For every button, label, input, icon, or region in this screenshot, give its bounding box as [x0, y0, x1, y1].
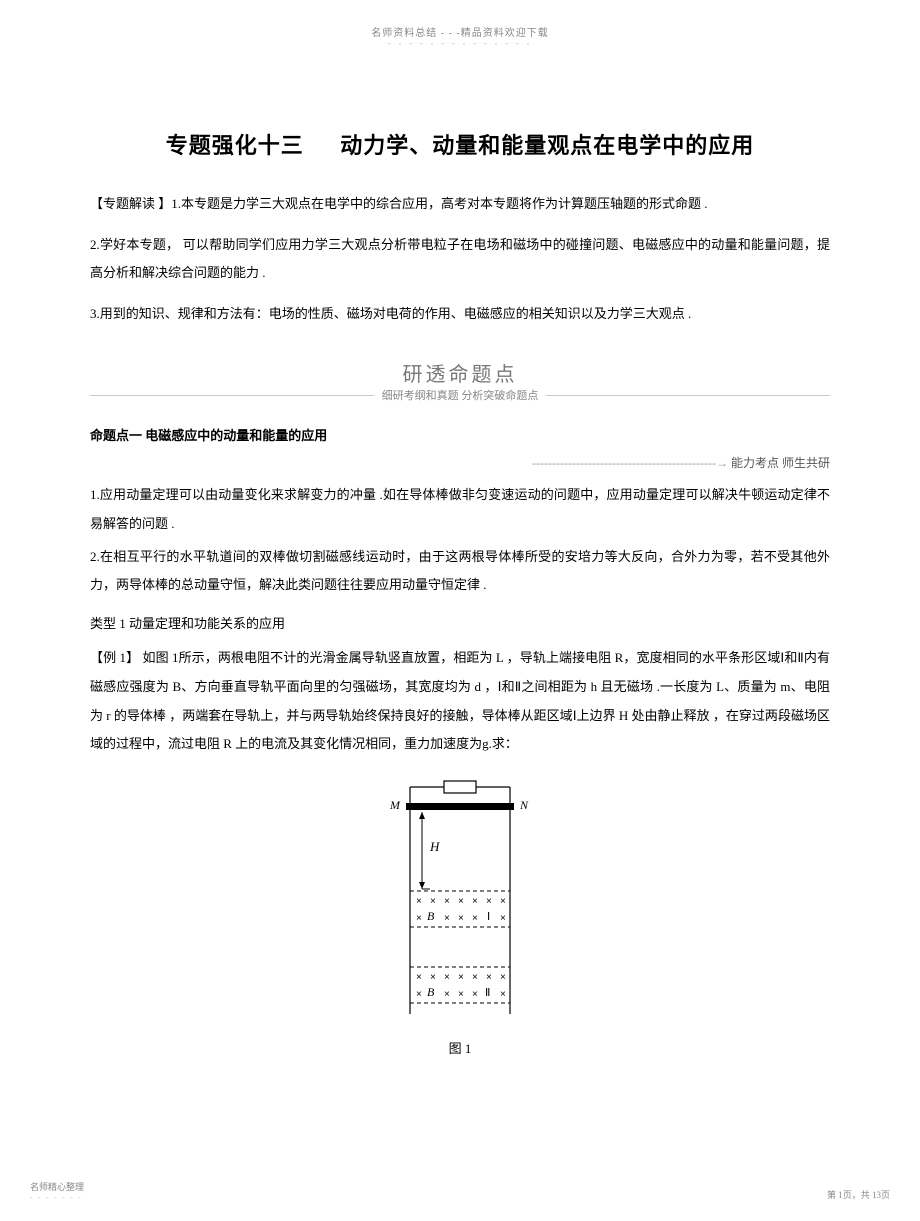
svg-text:×: ×	[416, 989, 422, 1000]
example-text: 【例 1】 如图 1所示，两根电阻不计的光滑金属导轨竖直放置，相距为 L ，导轨…	[76, 644, 830, 758]
arrow-dashes: ----------------------------------------…	[532, 456, 731, 470]
diagram-caption: 图 1	[90, 1038, 830, 1057]
svg-text:×: ×	[472, 972, 478, 983]
svg-text:×: ×	[458, 989, 464, 1000]
topic-title: 命题点一 电磁感应中的动量和能量的应用	[90, 425, 830, 444]
body-p2: 2.在相互平行的水平轨道间的双棒做切割磁感线运动时，由于这两根导体棒所受的安培力…	[90, 543, 830, 600]
svg-text:×: ×	[486, 972, 492, 983]
svg-text:×: ×	[444, 913, 450, 924]
label-B1: B	[427, 909, 435, 923]
circuit-diagram-svg: R M N H	[380, 779, 540, 1019]
svg-text:×: ×	[430, 896, 436, 907]
divider-title: 研透命题点	[90, 358, 830, 387]
svg-text:×: ×	[500, 989, 506, 1000]
title-left: 专题强化十三	[166, 133, 304, 158]
svg-text:×: ×	[500, 913, 506, 924]
svg-text:×: ×	[416, 913, 422, 924]
label-R: R	[455, 779, 464, 781]
label-N: N	[519, 798, 529, 812]
label-M: M	[389, 798, 401, 812]
label-region-1: Ⅰ	[487, 911, 490, 923]
intro-p1: 【专题解读 】1.本专题是力学三大观点在电学中的综合应用，高考对本专题将作为计算…	[90, 190, 830, 219]
footer-mid: 页，共	[843, 1190, 872, 1200]
footer-left: 名师精心整理 - - - - - - -	[30, 1180, 84, 1201]
svg-text:×: ×	[458, 972, 464, 983]
diagram-container: R M N H	[90, 779, 830, 1057]
diagram: R M N H	[380, 779, 540, 1024]
svg-text:×: ×	[416, 896, 422, 907]
svg-text:×: ×	[472, 989, 478, 1000]
section-divider: 研透命题点 细研考纲和真题 分析突破命题点	[90, 358, 830, 403]
divider-subtitle: 细研考纲和真题 分析突破命题点	[374, 387, 547, 403]
svg-text:×: ×	[458, 913, 464, 924]
svg-text:×: ×	[444, 972, 450, 983]
page-header: 名师资料总结 - - -精品资料欢迎下载	[0, 0, 920, 39]
label-H: H	[429, 839, 440, 854]
svg-text:×: ×	[500, 896, 506, 907]
intro-p3: 3.用到的知识、规律和方法有：电场的性质、磁场对电荷的作用、电磁感应的相关知识以…	[90, 300, 830, 329]
svg-text:×: ×	[472, 913, 478, 924]
arrow-label: 能力考点 师生共研	[731, 456, 830, 470]
footer-suffix: 页	[881, 1190, 890, 1200]
footer-prefix: 第	[827, 1190, 838, 1200]
content-area: 专题强化十三 动力学、动量和能量观点在电学中的应用 【专题解读 】1.本专题是力…	[0, 48, 920, 1057]
footer-right: 第 1页，共 13页	[827, 1188, 890, 1201]
svg-text:×: ×	[416, 972, 422, 983]
header-dots: - - - - - - - - - - - - - -	[0, 39, 920, 48]
main-title: 专题强化十三 动力学、动量和能量观点在电学中的应用	[90, 128, 830, 160]
resistor-icon	[444, 781, 476, 793]
footer-left-text: 名师精心整理	[30, 1180, 84, 1193]
svg-text:×: ×	[486, 896, 492, 907]
conducting-bar-icon	[406, 803, 514, 810]
footer-left-dots: - - - - - - -	[30, 1193, 84, 1201]
type-title: 类型 1 动量定理和功能关系的应用	[90, 610, 830, 639]
label-B2: B	[427, 985, 435, 999]
header-text: 名师资料总结 - - -精品资料欢迎下载	[371, 28, 549, 39]
intro-p2: 2.学好本专题， 可以帮助同学们应用力学三大观点分析带电粒子在电场和磁场中的碰撞…	[90, 231, 830, 288]
label-region-2: Ⅱ	[485, 987, 490, 999]
arrow-line: ----------------------------------------…	[90, 454, 830, 471]
svg-text:×: ×	[444, 896, 450, 907]
body-p1: 1.应用动量定理可以由动量变化来求解变力的冲量 .如在导体棒做非匀变速运动的问题…	[90, 481, 830, 538]
svg-text:×: ×	[444, 989, 450, 1000]
title-right: 动力学、动量和能量观点在电学中的应用	[340, 133, 754, 158]
svg-text:×: ×	[458, 896, 464, 907]
svg-text:×: ×	[430, 972, 436, 983]
svg-text:×: ×	[500, 972, 506, 983]
svg-text:×: ×	[472, 896, 478, 907]
total-pages: 13	[872, 1190, 881, 1200]
